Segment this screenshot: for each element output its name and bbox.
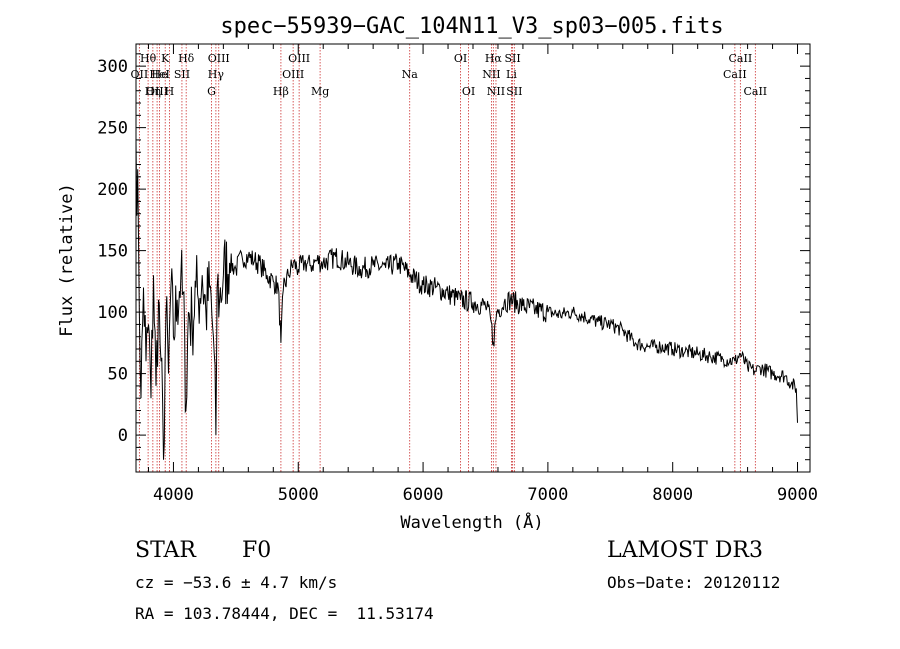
line-label: CaII xyxy=(723,68,747,81)
line-label: OIII xyxy=(282,68,304,81)
line-label: Hγ xyxy=(208,68,225,81)
y-tick-label: 100 xyxy=(97,303,128,323)
line-label: SII xyxy=(174,68,190,81)
coordinates: RA = 103.78444, DEC = 11.53174 xyxy=(135,604,434,623)
line-label: OIII xyxy=(208,52,230,65)
line-label: OIII xyxy=(288,52,310,65)
x-axis-ticks: 4000 5000 6000 7000 8000 9000 xyxy=(147,44,818,505)
y-axis-ticks: 0 50 100 150 200 250 300 xyxy=(97,53,810,461)
x-tick-label: 4000 xyxy=(153,485,194,505)
line-label: Hα xyxy=(485,52,503,65)
x-tick-label: 5000 xyxy=(278,485,319,505)
y-tick-label: 0 xyxy=(118,426,128,446)
x-tick-label: 9000 xyxy=(777,485,818,505)
x-tick-label: 6000 xyxy=(403,485,444,505)
line-label: OI xyxy=(462,85,475,98)
line-label: CaII xyxy=(729,52,753,65)
line-label: NII xyxy=(482,68,500,81)
x-tick-label: 7000 xyxy=(527,485,568,505)
observation-date: Obs−Date: 20120112 xyxy=(607,573,781,592)
line-label: OIII xyxy=(146,85,168,98)
spectrum-line xyxy=(135,139,798,460)
line-label: Na xyxy=(402,68,419,81)
y-tick-label: 150 xyxy=(97,242,128,262)
line-label: SII xyxy=(506,85,522,98)
line-label: CaII xyxy=(743,85,767,98)
line-label: NII xyxy=(487,85,505,98)
line-label: OII xyxy=(131,68,149,81)
line-label: H xyxy=(165,85,175,98)
line-label: G xyxy=(207,85,216,98)
redshift-velocity: cz = −53.6 ± 4.7 km/s xyxy=(135,573,338,592)
line-label: HeI xyxy=(149,68,169,81)
object-class: STAR xyxy=(135,538,196,563)
y-axis-label: Flux (relative) xyxy=(57,183,77,337)
y-tick-label: 300 xyxy=(97,57,128,77)
line-label: Hβ xyxy=(273,85,289,98)
line-label: Hθ xyxy=(140,52,157,65)
chart-title: spec−55939−GAC_104N11_V3_sp03−005.fits xyxy=(220,14,723,39)
y-tick-label: 200 xyxy=(97,180,128,200)
y-tick-label: 50 xyxy=(108,365,128,385)
x-tick-label: 8000 xyxy=(652,485,693,505)
line-label: SII xyxy=(504,52,520,65)
line-label: OI xyxy=(454,52,467,65)
line-label: K xyxy=(161,52,170,65)
survey-name: LAMOST DR3 xyxy=(607,538,763,563)
line-label: Hδ xyxy=(178,52,195,65)
line-label: He xyxy=(152,68,168,81)
line-label: Li xyxy=(506,68,517,81)
line-label: Hη xyxy=(145,85,161,98)
y-tick-label: 250 xyxy=(97,119,128,139)
object-subclass: F0 xyxy=(242,538,272,563)
line-label: Mg xyxy=(311,85,329,98)
x-axis-label: Wavelength (Å) xyxy=(400,511,543,533)
